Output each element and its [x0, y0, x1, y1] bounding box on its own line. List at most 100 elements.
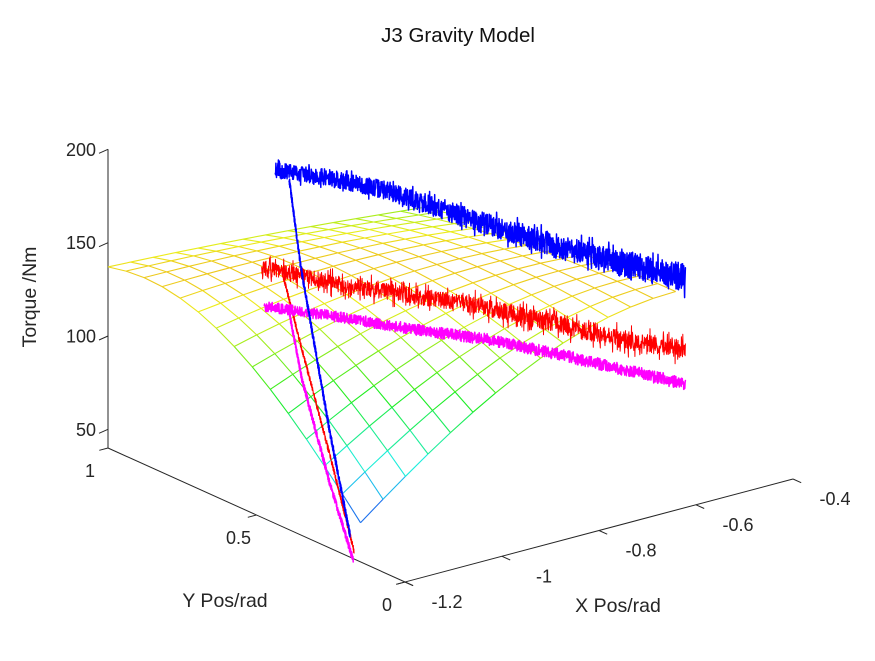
mesh-segment: [193, 255, 212, 262]
mesh-segment: [459, 258, 478, 268]
mesh-segment: [319, 246, 338, 254]
mesh-segment: [283, 233, 307, 239]
mesh-segment: [486, 242, 505, 250]
mesh-segment: [463, 246, 483, 255]
x-tick-label: -0.6: [722, 515, 753, 535]
mesh-segment: [242, 234, 266, 240]
mesh-segment: [427, 234, 447, 242]
mesh-segment: [188, 260, 212, 267]
mesh-segment: [540, 257, 564, 264]
z-tick-label: 150: [66, 233, 96, 253]
mesh-segment: [260, 241, 280, 247]
mesh-segment: [301, 236, 325, 243]
y-axis-label: Y Pos/rad: [182, 590, 267, 612]
mesh-segment: [414, 270, 433, 282]
mesh-segment: [472, 282, 492, 294]
mesh-segment: [396, 217, 415, 223]
mesh-segment: [396, 354, 420, 371]
mesh-segment: [373, 385, 393, 408]
mesh-segment: [297, 251, 316, 259]
mesh-segment: [463, 314, 487, 328]
trajectory-red-sweep: [261, 255, 686, 365]
mesh-segment: [252, 353, 276, 368]
mesh-segment: [454, 391, 474, 413]
mesh-segment: [220, 294, 244, 304]
mesh-segment: [553, 278, 577, 287]
mesh-segment: [495, 274, 514, 286]
trajectories: [261, 159, 687, 563]
mesh-segment: [378, 249, 401, 256]
mesh-segment: [382, 242, 401, 251]
mesh-segment: [333, 259, 356, 267]
mesh-segment: [477, 260, 501, 268]
mesh-segment: [274, 340, 298, 355]
mesh-segment: [206, 267, 230, 275]
mesh-segment: [315, 252, 338, 259]
mesh-segment: [517, 262, 541, 270]
mesh-segment: [202, 290, 222, 304]
mesh-segment: [198, 302, 221, 313]
x-axis-tick: [695, 504, 705, 509]
mesh-segment: [490, 292, 510, 305]
mesh-segment: [499, 255, 523, 262]
mesh-segment: [351, 225, 370, 231]
mesh-segment: [630, 297, 654, 308]
mesh-segment: [152, 252, 176, 258]
z-tick-label: 100: [66, 327, 96, 347]
mesh-segment: [378, 350, 397, 370]
mesh-segment: [517, 357, 541, 376]
mesh-segment: [391, 407, 411, 431]
mesh-segment: [378, 214, 397, 219]
trajectory-blue-sweep: [274, 159, 687, 299]
x-axis-label: X Pos/rad: [575, 595, 661, 617]
mesh-segment: [351, 268, 374, 277]
mesh-segment: [522, 328, 546, 344]
mesh-segment: [517, 268, 537, 278]
mesh-segment: [418, 250, 442, 258]
z-axis-tick: [98, 428, 109, 434]
mesh-segment: [400, 249, 420, 258]
x-tick-label: -0.8: [625, 541, 656, 561]
mesh-segment: [355, 365, 375, 387]
mesh-segment: [252, 256, 275, 263]
mesh-segment: [292, 359, 316, 375]
mesh-segment: [238, 317, 258, 336]
mesh-segment: [481, 253, 501, 262]
trajectory-red-drop: [281, 271, 355, 554]
mesh-segment: [513, 276, 537, 286]
mesh-segment: [450, 411, 474, 434]
mesh-segment: [351, 221, 374, 227]
mesh-segment: [265, 286, 285, 300]
mesh-segment: [382, 475, 406, 500]
mesh-segment: [459, 253, 483, 260]
mesh-segment: [409, 410, 433, 431]
mesh-segment: [333, 218, 356, 224]
mesh-segment: [314, 257, 334, 267]
mesh-segment: [576, 272, 600, 280]
mesh-segment: [242, 294, 262, 309]
mesh-segment: [441, 339, 460, 358]
mesh-segment: [346, 294, 366, 308]
mesh-segment: [243, 238, 262, 243]
mesh-segment: [288, 230, 307, 235]
mesh-segment: [373, 221, 392, 227]
mesh-segment: [387, 297, 406, 312]
mesh-segment: [283, 237, 302, 243]
mesh-segment: [215, 250, 235, 257]
mesh-segment: [369, 225, 392, 231]
mesh-segment: [152, 256, 172, 262]
mesh-segment: [148, 260, 172, 267]
mesh-segment: [531, 294, 550, 307]
mesh-segment: [306, 229, 329, 235]
z-axis-tick: [98, 242, 109, 248]
mesh-segment: [409, 226, 433, 231]
mesh-segment: [414, 221, 433, 228]
mesh-segment: [301, 241, 320, 248]
mesh-segment: [486, 314, 505, 330]
mesh-segment: [409, 229, 428, 236]
mesh-segment: [423, 312, 447, 326]
y-tick-label: 0.5: [226, 528, 251, 548]
mesh-segment: [558, 270, 577, 280]
x-axis-tick: [598, 530, 608, 535]
z-axis-tick: [98, 335, 109, 341]
